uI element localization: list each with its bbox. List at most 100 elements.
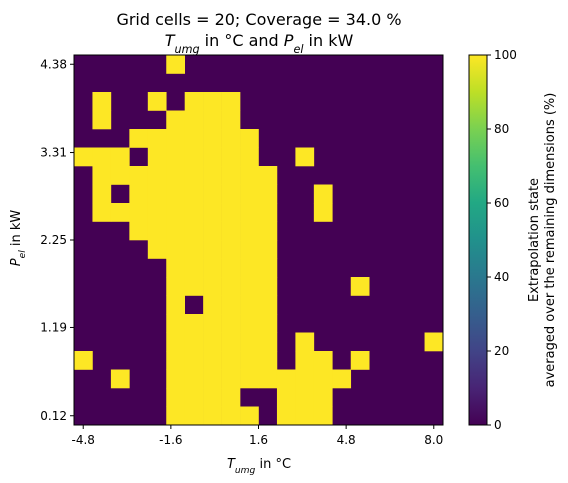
heatmap-cell: [184, 166, 204, 185]
heatmap-cell: [295, 351, 315, 370]
heatmap-cell: [221, 277, 241, 296]
heatmap-cell: [240, 129, 259, 148]
heatmap-cell: [203, 277, 222, 296]
heatmap-cell: [221, 129, 241, 148]
heatmap-cell: [92, 110, 112, 130]
colorbar-label-line2: averaged over the remaining dimensions (…: [543, 93, 558, 388]
heatmap-cell: [221, 314, 241, 333]
heatmap-cell: [203, 110, 222, 130]
y-tick-label: 0.12: [40, 409, 67, 423]
heatmap-cell: [295, 332, 315, 352]
heatmap-cell: [258, 258, 278, 278]
heatmap-cell: [184, 129, 204, 148]
heatmap-cell: [74, 147, 93, 167]
heatmap-cell: [166, 258, 185, 278]
colorbar-tick-label: 60: [494, 196, 509, 210]
heatmap-cell: [110, 147, 130, 167]
chart-title-line1: Grid cells = 20; Coverage = 34.0 %: [116, 10, 401, 29]
heatmap-cell: [313, 203, 333, 222]
heatmap-cell: [92, 166, 112, 185]
heatmap-cell: [424, 332, 444, 352]
heatmap-cell: [166, 332, 185, 352]
heatmap-cell: [203, 147, 222, 167]
colorbar-tick-label: 40: [494, 270, 509, 284]
heatmap-cell: [221, 184, 241, 204]
heatmap-cell: [184, 314, 204, 333]
heatmap-cell: [258, 184, 278, 204]
heatmap-cell: [147, 129, 167, 148]
heatmap-cell: [166, 406, 185, 426]
heatmap-cell: [240, 369, 259, 389]
heatmap-cell: [184, 258, 204, 278]
heatmap-cell: [240, 332, 259, 352]
heatmap-cell: [313, 351, 333, 370]
heatmap-cell: [184, 351, 204, 370]
heatmap-cell: [166, 55, 185, 74]
heatmap-cell: [240, 166, 259, 185]
heatmap-cell: [203, 184, 222, 204]
heatmap-cell: [240, 295, 259, 315]
heatmap-cell: [166, 314, 185, 333]
heatmap-cell: [129, 129, 149, 148]
heatmap-cell: [240, 203, 259, 222]
heatmap-cell: [258, 221, 278, 241]
heatmap-cell: [184, 147, 204, 167]
heatmap-cell: [240, 184, 259, 204]
heatmap-cell: [240, 314, 259, 333]
heatmap-cell: [203, 314, 222, 333]
heatmap-cell: [221, 351, 241, 370]
heatmap-cell: [203, 221, 222, 241]
heatmap-cell: [240, 147, 259, 167]
heatmap-cell: [203, 240, 222, 259]
x-tick-label: 1.6: [249, 433, 268, 447]
heatmap-cell: [258, 351, 278, 370]
heatmap-cell: [295, 369, 315, 389]
heatmap-cell: [221, 110, 241, 130]
y-axis: 0.12 1.19 2.25 3.31 4.38: [40, 57, 74, 423]
x-axis-label: Tumg in °C: [227, 457, 291, 476]
heatmap-cell: [258, 369, 278, 389]
heatmap-cell: [184, 221, 204, 241]
y-tick-label: 4.38: [40, 57, 67, 71]
x-tick-label: -4.8: [72, 433, 95, 447]
heatmap-cell: [313, 388, 333, 407]
heatmap-cell: [147, 184, 167, 204]
heatmap-cell: [110, 203, 130, 222]
heatmap-cell: [295, 147, 315, 167]
heatmap-cell: [166, 166, 185, 185]
heatmap-cell: [258, 332, 278, 352]
heatmap-cell: [258, 166, 278, 185]
heatmap-cell: [184, 332, 204, 352]
heatmap-cell: [203, 203, 222, 222]
plot-area: [73, 54, 444, 426]
heatmap-cell: [258, 203, 278, 222]
heatmap-cell: [203, 388, 222, 407]
heatmap-cell: [92, 147, 112, 167]
heatmap-cell: [129, 166, 149, 185]
heatmap-cell: [221, 240, 241, 259]
heatmap-cell: [203, 92, 222, 111]
heatmap-cell: [240, 277, 259, 296]
chart-title-line2: Tumg in °C and Pel in kW: [165, 31, 354, 56]
heatmap-cell: [240, 221, 259, 241]
heatmap-cell: [110, 369, 130, 389]
y-tick-label: 1.19: [40, 320, 67, 334]
heatmap-cell: [276, 406, 296, 426]
heatmap-cell: [92, 203, 112, 222]
heatmap-cell: [313, 369, 333, 389]
heatmap-cell: [221, 388, 241, 407]
heatmap-cell: [147, 240, 167, 259]
heatmap-cell: [350, 277, 370, 296]
heatmap-cell: [221, 332, 241, 352]
heatmap-cell: [184, 388, 204, 407]
heatmap-cell: [166, 295, 185, 315]
colorbar-label-line1: Extrapolation state: [527, 178, 542, 302]
heatmap-cell: [184, 406, 204, 426]
heatmap-cell: [350, 351, 370, 370]
x-axis: -4.8 -1.6 1.6 4.8 8.0: [72, 425, 443, 447]
heatmap-cell: [221, 369, 241, 389]
heatmap-cell: [184, 92, 204, 111]
heatmap-cell: [258, 295, 278, 315]
heatmap-cell: [184, 184, 204, 204]
heatmap-cell: [184, 203, 204, 222]
